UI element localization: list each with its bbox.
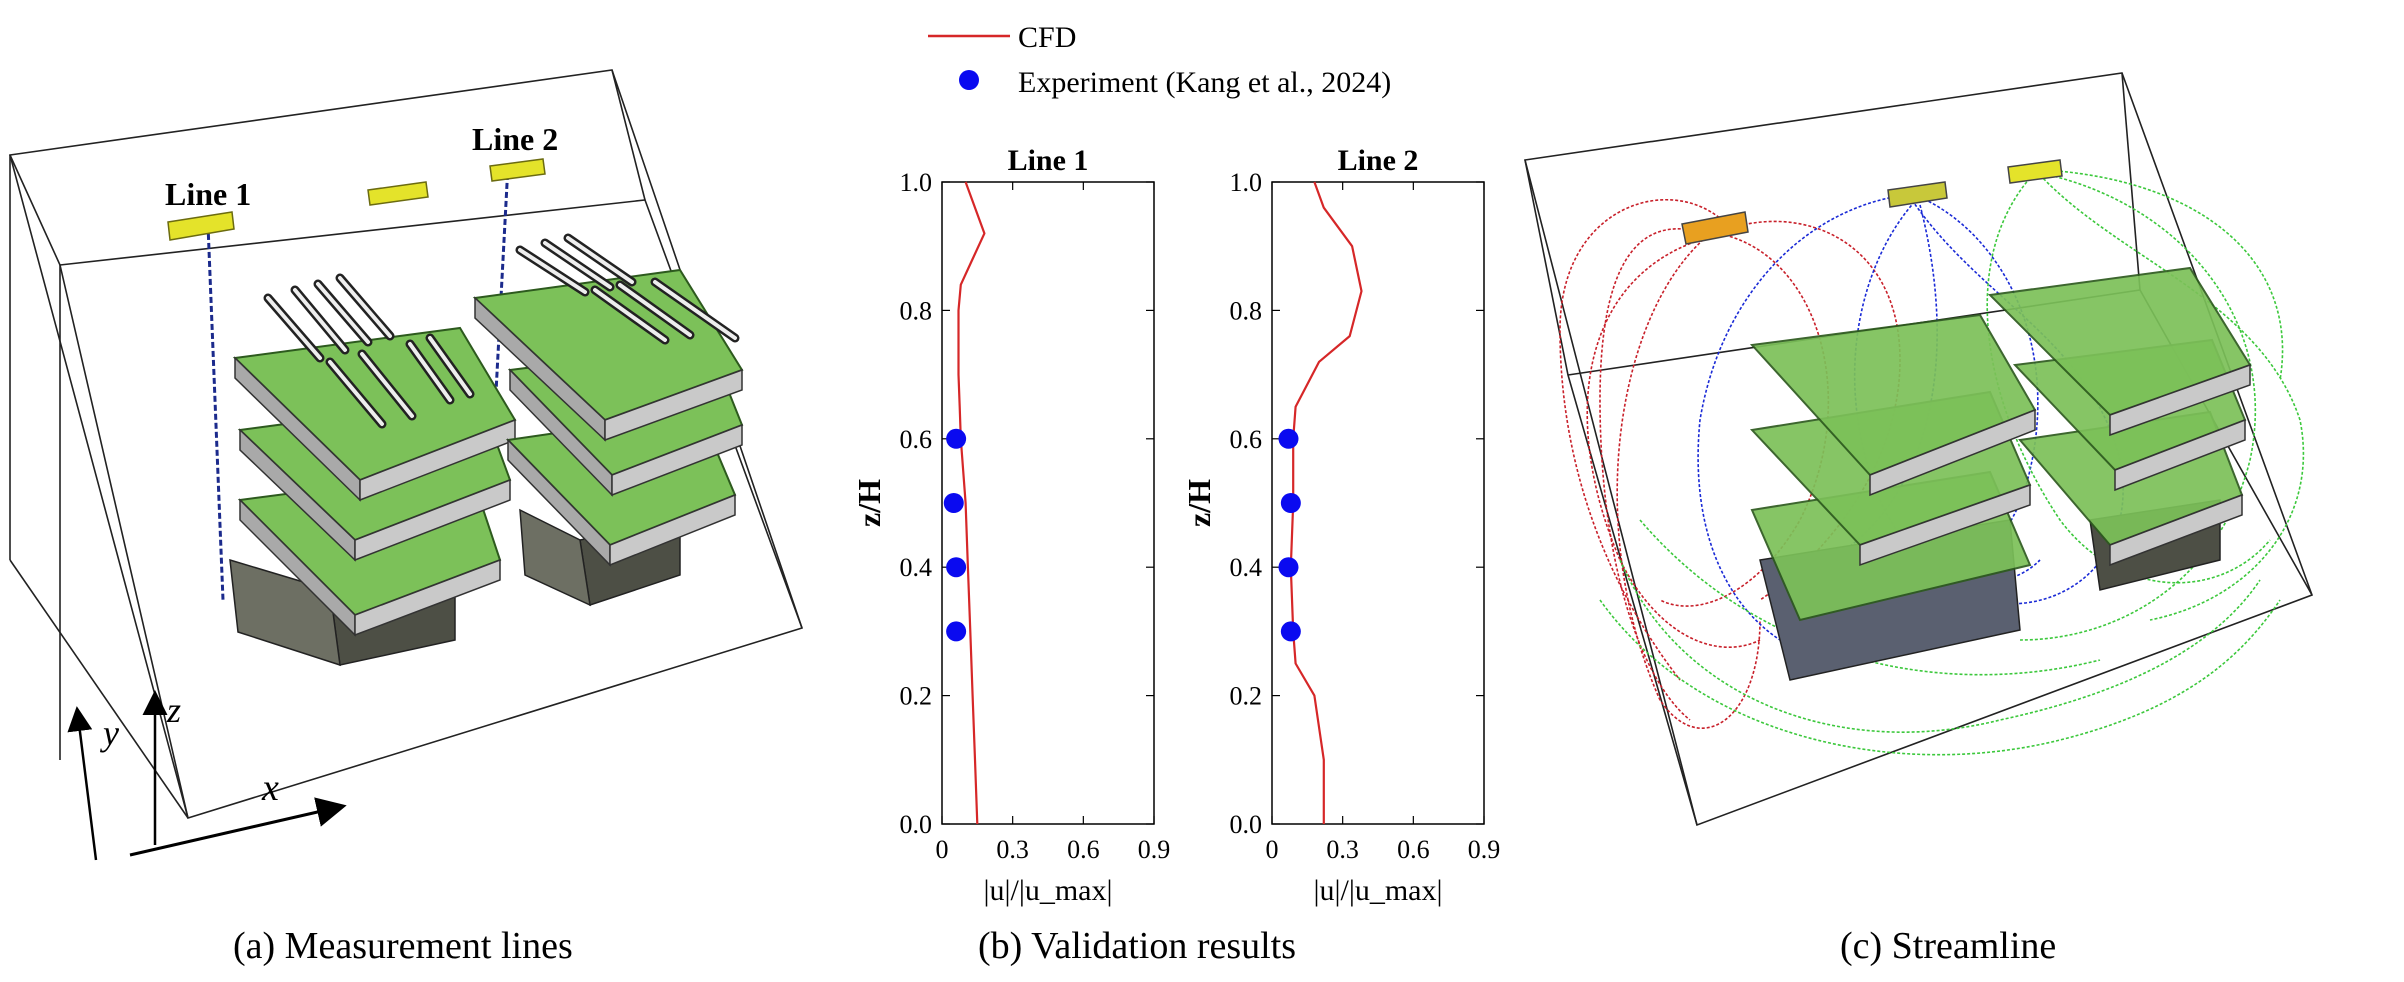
y-tick-label: 0.2: [900, 682, 933, 711]
experiment-point: [946, 557, 967, 578]
x-tick-label: 0.6: [1397, 835, 1430, 864]
x-tick-label: 0: [1266, 835, 1279, 864]
y-axis-label: z/H: [1181, 479, 1217, 527]
y-tick-label: 0.2: [1230, 682, 1263, 711]
streamline-1: [1599, 228, 1711, 721]
streamline-12: [2039, 174, 2305, 621]
experiment-point: [1278, 557, 1299, 578]
panel-a: Line 1 Line 2 x y z (a) Measurement line…: [8, 69, 804, 967]
streamline-14: [2044, 169, 2284, 381]
chart-line-2: Line 2 0.0 0.2 0.4 0.6 0.8 1.0 0 0.3 0.6 0.9 z/H |u|…: [1181, 144, 1500, 907]
x-tick-label: 0.9: [1468, 835, 1501, 864]
vent-1: [167, 211, 235, 241]
y-axis-label: z/H: [851, 479, 887, 527]
plot-frame: [941, 181, 1155, 825]
x-tick-label: 0: [936, 835, 949, 864]
experiment-point: [946, 428, 967, 449]
x-tick-label: 0.9: [1138, 835, 1171, 864]
vent-3: [489, 158, 546, 182]
streamline-13: [1986, 177, 2271, 584]
x-axis-label: |u|/|u_max|: [1313, 874, 1442, 907]
streamlines: [1559, 169, 2305, 756]
axis-y-label: y: [100, 713, 119, 753]
caption-c: (c) Streamline: [1840, 925, 2056, 967]
experiment-point: [943, 493, 964, 513]
experiment-point: [1278, 428, 1299, 449]
cfd-line: [1289, 181, 1363, 824]
chart-line-1: Line 1 0.0 0.2 0.4 0.6 0.8 1.0 0 0.3 0.6 0.9 z/H |u|…: [851, 144, 1170, 907]
chart-title: Line 1: [1008, 144, 1089, 177]
rack-right: [472, 233, 744, 607]
chart-title: Line 2: [1338, 144, 1419, 177]
caption-b: (b) Validation results: [978, 925, 1296, 967]
streamline-8: [1911, 199, 2124, 605]
streamline-6: [1879, 194, 2039, 586]
x-tick-label: 0.6: [1067, 835, 1100, 864]
measurement-line-2: [492, 164, 510, 431]
y-tick-label: 0.0: [1230, 810, 1263, 839]
rack-c-right: [1987, 266, 2252, 591]
legend-exp-marker: [959, 70, 979, 90]
vent-c-3: [2007, 159, 2063, 184]
experiment-point: [1280, 493, 1301, 513]
vent-c-2: [1887, 181, 1948, 208]
y-tick-label: 0.4: [1230, 553, 1263, 582]
rack-left: [229, 273, 517, 667]
caption-a: (a) Measurement lines: [233, 925, 573, 967]
x-tick-label: 0.3: [996, 835, 1029, 864]
rack-c-left: [1749, 313, 2037, 681]
coordinate-axes: x y z: [67, 690, 347, 861]
panel-c: (c) Streamline: [1524, 72, 2314, 967]
y-tick-label: 1.0: [1230, 168, 1263, 197]
streamline-17: [1639, 519, 2101, 676]
x-axis-label: |u|/|u_max|: [983, 874, 1112, 907]
y-tick-label: 0.0: [900, 810, 933, 839]
vent-c-1: [1681, 211, 1749, 245]
line-1-label: Line 1: [165, 176, 251, 212]
streamline-11: [2019, 171, 2257, 641]
experiment-point: [946, 621, 967, 642]
y-tick-label: 0.8: [1230, 296, 1263, 325]
legend: CFD Experiment (Kang et al., 2024): [928, 21, 1391, 99]
streamline-16: [1599, 599, 2281, 756]
y-tick-label: 0.8: [900, 296, 933, 325]
x-tick-label: 0.3: [1326, 835, 1359, 864]
streamline-5: [1659, 234, 1830, 607]
cfd-line: [957, 181, 986, 825]
y-tick-label: 0.6: [900, 425, 933, 454]
streamline-9: [1697, 194, 1906, 641]
y-tick-label: 0.4: [900, 553, 933, 582]
legend-exp-label: Experiment (Kang et al., 2024): [1018, 66, 1391, 99]
vent-2: [367, 181, 429, 206]
y-tick-label: 1.0: [900, 168, 933, 197]
streamline-3: [1586, 239, 1761, 648]
streamline-0: [1616, 229, 1761, 729]
legend-cfd-label: CFD: [1018, 21, 1076, 54]
domain-box-a: [8, 69, 804, 820]
measurement-line-1: [206, 224, 225, 601]
axis-x-label: x: [261, 767, 279, 809]
streamline-15: [1619, 559, 2261, 733]
streamline-4: [1559, 198, 1731, 681]
line-2-label: Line 2: [472, 121, 558, 157]
axis-z-label: z: [166, 690, 181, 730]
y-tick-label: 0.6: [1230, 425, 1263, 454]
plot-frame: [1271, 181, 1485, 825]
experiment-point: [1280, 621, 1301, 642]
